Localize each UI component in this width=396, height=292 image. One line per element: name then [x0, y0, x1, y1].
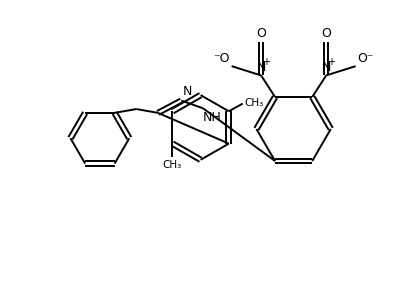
Text: ⁻O: ⁻O — [213, 52, 230, 65]
Text: NH: NH — [203, 111, 222, 124]
Text: N: N — [322, 61, 331, 74]
Text: O: O — [321, 27, 331, 40]
Text: CH₃: CH₃ — [163, 160, 182, 170]
Text: O⁻: O⁻ — [357, 52, 374, 65]
Text: +: + — [262, 57, 270, 67]
Text: N: N — [183, 85, 192, 98]
Text: CH₃: CH₃ — [244, 98, 264, 108]
Text: O: O — [256, 27, 266, 40]
Text: +: + — [327, 57, 335, 67]
Text: N: N — [256, 61, 266, 74]
